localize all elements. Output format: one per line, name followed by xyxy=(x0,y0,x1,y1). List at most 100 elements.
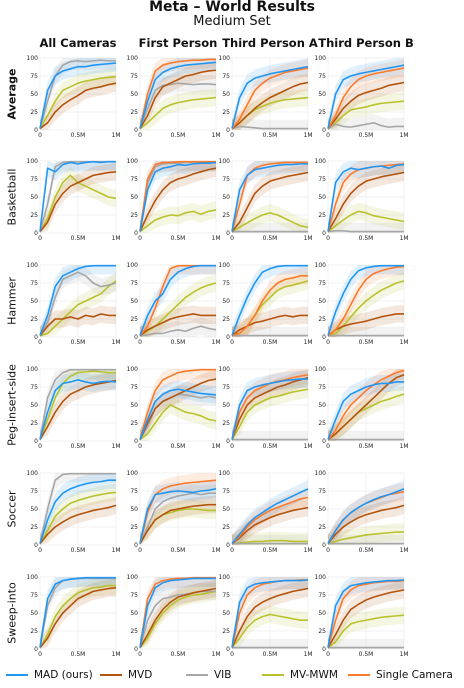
y-tick-label: 0 xyxy=(322,438,326,445)
series-line xyxy=(231,163,308,232)
series-band xyxy=(40,473,116,545)
y-tick-label: 100 xyxy=(27,470,39,477)
series-line xyxy=(231,171,309,233)
y-tick-label: 25 xyxy=(318,628,326,635)
series-line xyxy=(327,67,405,129)
series-band xyxy=(40,369,116,441)
legend-swatch xyxy=(186,673,208,677)
x-tick-label: 0.5M xyxy=(359,443,374,450)
series-band xyxy=(232,579,308,649)
y-tick-label: 50 xyxy=(30,91,38,98)
y-tick-label: 25 xyxy=(130,524,138,531)
x-tick-label: 1M xyxy=(112,651,121,658)
y-tick-label: 75 xyxy=(318,176,326,183)
series-line xyxy=(39,171,117,233)
y-tick-label: 25 xyxy=(222,212,230,219)
panel: 0 25 50 75 100 0 0.5M 1M xyxy=(219,55,313,139)
x-tick-label: 0 xyxy=(138,547,142,554)
series-line xyxy=(139,161,217,232)
series-band xyxy=(140,577,216,649)
series-band xyxy=(140,496,216,545)
series-line xyxy=(327,531,404,545)
series-line xyxy=(39,313,116,337)
series-line xyxy=(139,264,216,336)
y-tick-label: 100 xyxy=(219,55,231,62)
series-line xyxy=(327,579,405,648)
y-tick-label: 50 xyxy=(318,298,326,305)
panel: 0 25 50 75 100 0 0.5M 1M xyxy=(315,262,409,346)
y-tick-label: 25 xyxy=(318,212,326,219)
x-tick-label: 1M xyxy=(112,235,121,242)
y-tick-label: 0 xyxy=(134,127,138,134)
panel: 0 25 50 75 100 0 0.5M 1M xyxy=(127,470,221,554)
y-tick-label: 25 xyxy=(30,316,38,323)
series-line xyxy=(39,472,116,544)
series-band xyxy=(232,163,308,233)
y-tick-label: 50 xyxy=(30,610,38,617)
x-tick-label: 1M xyxy=(112,443,121,450)
y-tick-label: 100 xyxy=(127,574,139,581)
series-band xyxy=(328,265,404,337)
x-tick-label: 0.5M xyxy=(263,132,278,139)
series-line xyxy=(39,271,117,336)
series-band xyxy=(232,161,308,233)
panel: 0 25 50 75 100 0 0.5M 1M xyxy=(219,158,313,242)
series-band xyxy=(328,265,404,337)
x-tick-label: 1M xyxy=(304,235,313,242)
series-band xyxy=(140,161,216,233)
series-band xyxy=(140,61,216,130)
x-tick-label: 0 xyxy=(326,443,330,450)
series-band xyxy=(232,498,308,545)
series-line xyxy=(39,82,117,130)
series-band xyxy=(140,577,216,649)
y-tick-label: 50 xyxy=(130,298,138,305)
y-tick-label: 25 xyxy=(222,109,230,116)
series-band xyxy=(328,222,404,233)
legend-label: MV-MWM xyxy=(290,669,338,681)
series-band xyxy=(232,306,308,337)
y-tick-label: 100 xyxy=(315,158,327,165)
y-tick-label: 50 xyxy=(130,610,138,617)
x-tick-label: 0 xyxy=(326,235,330,242)
x-tick-label: 1M xyxy=(400,235,409,242)
panel: 0 25 50 75 100 0 0.5M 1M xyxy=(315,574,409,658)
y-tick-label: 25 xyxy=(318,316,326,323)
x-tick-label: 1M xyxy=(304,651,313,658)
y-tick-label: 50 xyxy=(130,506,138,513)
x-tick-label: 1M xyxy=(400,339,409,346)
panel: 0 25 50 75 100 0 0.5M 1M xyxy=(315,55,409,139)
series-band xyxy=(328,581,404,649)
series-band xyxy=(140,201,216,233)
x-tick-label: 1M xyxy=(112,339,121,346)
y-tick-label: 0 xyxy=(34,542,38,549)
y-tick-label: 0 xyxy=(322,230,326,237)
y-tick-label: 100 xyxy=(27,262,39,269)
y-tick-label: 0 xyxy=(226,127,230,134)
x-tick-label: 0 xyxy=(38,132,42,139)
series-line xyxy=(139,325,217,337)
series-line xyxy=(231,488,309,545)
x-tick-label: 1M xyxy=(112,132,121,139)
y-tick-label: 75 xyxy=(130,176,138,183)
series-line xyxy=(231,264,308,336)
series-band xyxy=(140,161,216,233)
series-band xyxy=(328,161,404,233)
y-tick-label: 25 xyxy=(130,212,138,219)
x-tick-label: 1M xyxy=(400,132,409,139)
legend-swatch xyxy=(100,673,122,677)
series-band xyxy=(328,430,404,441)
y-tick-label: 25 xyxy=(318,524,326,531)
y-tick-label: 50 xyxy=(222,506,230,513)
series-band xyxy=(328,326,404,337)
series-line xyxy=(231,275,308,337)
x-tick-label: 0.5M xyxy=(263,339,278,346)
y-tick-label: 100 xyxy=(27,574,39,581)
series-band xyxy=(40,577,116,649)
series-band xyxy=(140,370,216,441)
x-tick-label: 0.5M xyxy=(71,235,86,242)
y-tick-label: 50 xyxy=(318,194,326,201)
series-band xyxy=(140,385,216,441)
x-tick-label: 0 xyxy=(138,339,142,346)
series-line xyxy=(139,577,216,648)
series-line xyxy=(39,584,116,648)
